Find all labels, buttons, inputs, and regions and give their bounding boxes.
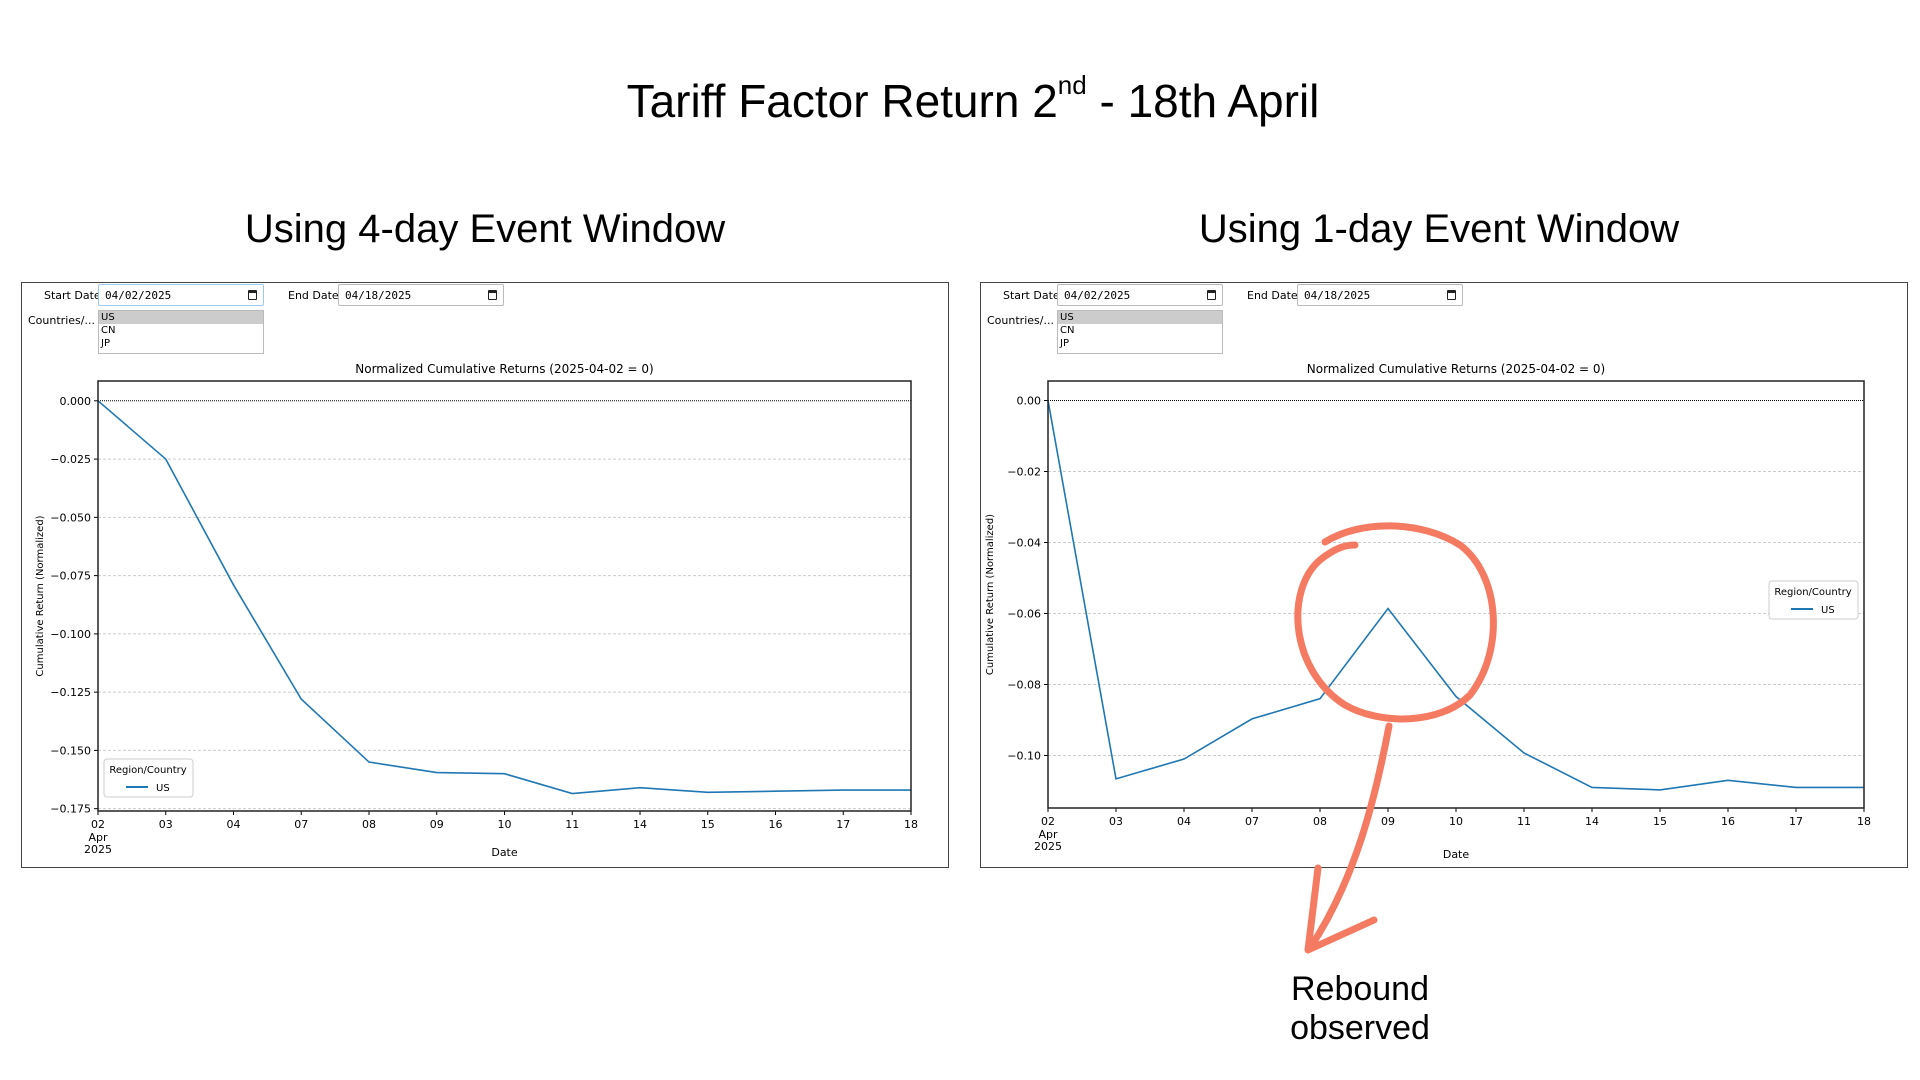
country-option[interactable]: CN bbox=[101, 325, 116, 336]
end-date-input[interactable]: 04/18/2025 bbox=[1297, 284, 1463, 306]
x-tick-label: 04 bbox=[1177, 815, 1191, 828]
x-tick-label: 03 bbox=[159, 818, 173, 831]
x-tick-label: 15 bbox=[1653, 815, 1667, 828]
arrow-head bbox=[1304, 864, 1378, 954]
series-line-US bbox=[1047, 400, 1864, 791]
country-option[interactable]: CN bbox=[1060, 325, 1075, 336]
x-tick-label: 03 bbox=[1109, 815, 1123, 828]
y-axis-label: Cumulative Return (Normalized) bbox=[35, 515, 46, 676]
start-date-input[interactable]: 04/02/2025 bbox=[98, 284, 264, 306]
y-tick-label: −0.04 bbox=[1007, 537, 1041, 550]
countries-listbox[interactable]: US CN JP bbox=[1057, 310, 1223, 354]
x-tick-label: 09 bbox=[430, 818, 444, 831]
y-tick-label: 0.00 bbox=[1017, 395, 1042, 408]
chart-title: Normalized Cumulative Returns (2025-04-0… bbox=[1307, 362, 1605, 376]
y-tick-label: −0.100 bbox=[50, 628, 91, 641]
series-line-US bbox=[97, 400, 911, 795]
y-tick-label: −0.125 bbox=[50, 686, 91, 699]
slide-title: Tariff Factor Return 2nd - 18th April bbox=[0, 70, 1920, 128]
chart: Normalized Cumulative Returns (2025-04-0… bbox=[35, 362, 918, 859]
end-date-input[interactable]: 04/18/2025 bbox=[338, 284, 504, 306]
calendar-icon[interactable] bbox=[1447, 290, 1456, 300]
end-date-value: 04/18/2025 bbox=[1304, 289, 1371, 302]
y-tick-label: −0.10 bbox=[1007, 749, 1041, 762]
x-tick-label: 18 bbox=[1857, 815, 1871, 828]
start-date-label: Start Date bbox=[1003, 289, 1060, 302]
left-subtitle: Using 4-day Event Window bbox=[244, 207, 726, 251]
rebound-annotation: Rebound observed bbox=[1290, 970, 1430, 1047]
x-tick-label: 08 bbox=[362, 818, 376, 831]
legend-label: US bbox=[1821, 605, 1835, 616]
x-sublabel: 2025 bbox=[1034, 840, 1062, 853]
chart: Normalized Cumulative Returns (2025-04-0… bbox=[985, 362, 1871, 861]
x-tick-label: 15 bbox=[701, 818, 715, 831]
x-tick-label: 02 bbox=[1041, 815, 1055, 828]
right-subtitle: Using 1-day Event Window bbox=[1198, 207, 1680, 251]
x-sublabel: Apr bbox=[88, 831, 108, 844]
x-tick-label: 04 bbox=[227, 818, 241, 831]
x-tick-label: 07 bbox=[1245, 815, 1259, 828]
x-tick-label: 17 bbox=[1789, 815, 1803, 828]
country-option[interactable]: US bbox=[99, 311, 263, 324]
x-tick-label: 16 bbox=[769, 818, 783, 831]
plot-frame bbox=[97, 380, 912, 812]
title-sup: nd bbox=[1057, 70, 1087, 100]
y-tick-label: −0.150 bbox=[50, 744, 91, 757]
start-date-label: Start Date bbox=[44, 289, 101, 302]
panel-1day: Start Date 04/02/2025 End Date 04/18/2025 Co… bbox=[980, 282, 1908, 868]
x-tick-label: 11 bbox=[1517, 815, 1531, 828]
panel-4day: Start Date 04/02/2025 End Date 04/18/2025 Co… bbox=[21, 282, 949, 868]
legend-title: Region/Country bbox=[1774, 587, 1851, 598]
y-tick-label: −0.08 bbox=[1007, 678, 1041, 691]
countries-label: Countries/... bbox=[987, 314, 1054, 327]
calendar-icon[interactable] bbox=[248, 290, 257, 300]
country-option[interactable]: US bbox=[1058, 311, 1222, 324]
legend-title: Region/Country bbox=[109, 765, 186, 776]
y-tick-label: −0.025 bbox=[50, 453, 91, 466]
country-option[interactable]: JP bbox=[101, 338, 110, 349]
x-tick-label: 10 bbox=[498, 818, 512, 831]
y-tick-label: −0.075 bbox=[50, 570, 91, 583]
x-tick-label: 11 bbox=[565, 818, 579, 831]
x-tick-label: 09 bbox=[1381, 815, 1395, 828]
country-option[interactable]: JP bbox=[1060, 338, 1069, 349]
x-axis-label: Date bbox=[491, 846, 518, 859]
x-tick-label: 16 bbox=[1721, 815, 1735, 828]
chart-title: Normalized Cumulative Returns (2025-04-0… bbox=[355, 362, 653, 376]
x-tick-label: 08 bbox=[1313, 815, 1327, 828]
x-sublabel: Apr bbox=[1038, 828, 1058, 841]
x-tick-label: 14 bbox=[633, 818, 647, 831]
countries-listbox[interactable]: US CN JP bbox=[98, 310, 264, 354]
countries-label: Countries/... bbox=[28, 314, 95, 327]
x-tick-label: 14 bbox=[1585, 815, 1599, 828]
x-tick-label: 10 bbox=[1449, 815, 1463, 828]
end-date-label: End Date bbox=[1247, 289, 1298, 302]
start-date-input[interactable]: 04/02/2025 bbox=[1057, 284, 1223, 306]
x-axis-label: Date bbox=[1443, 848, 1470, 861]
plot-frame bbox=[1047, 380, 1865, 809]
x-tick-label: 02 bbox=[91, 818, 105, 831]
x-tick-label: 17 bbox=[836, 818, 850, 831]
y-axis-label: Cumulative Return (Normalized) bbox=[985, 514, 996, 675]
title-main: Tariff Factor Return 2 bbox=[626, 75, 1058, 127]
end-date-value: 04/18/2025 bbox=[345, 289, 412, 302]
y-tick-label: −0.02 bbox=[1007, 466, 1041, 479]
y-tick-label: −0.06 bbox=[1007, 607, 1041, 620]
end-date-label: End Date bbox=[288, 289, 339, 302]
legend-label: US bbox=[156, 783, 170, 794]
y-tick-label: 0.000 bbox=[60, 395, 92, 408]
calendar-icon[interactable] bbox=[488, 290, 497, 300]
x-tick-label: 07 bbox=[294, 818, 308, 831]
x-sublabel: 2025 bbox=[84, 843, 112, 856]
y-tick-label: −0.175 bbox=[50, 803, 91, 816]
y-tick-label: −0.050 bbox=[50, 511, 91, 524]
title-rest: - 18th April bbox=[1086, 75, 1320, 127]
start-date-value: 04/02/2025 bbox=[105, 289, 172, 302]
calendar-icon[interactable] bbox=[1207, 290, 1216, 300]
x-tick-label: 18 bbox=[904, 818, 918, 831]
start-date-value: 04/02/2025 bbox=[1064, 289, 1131, 302]
